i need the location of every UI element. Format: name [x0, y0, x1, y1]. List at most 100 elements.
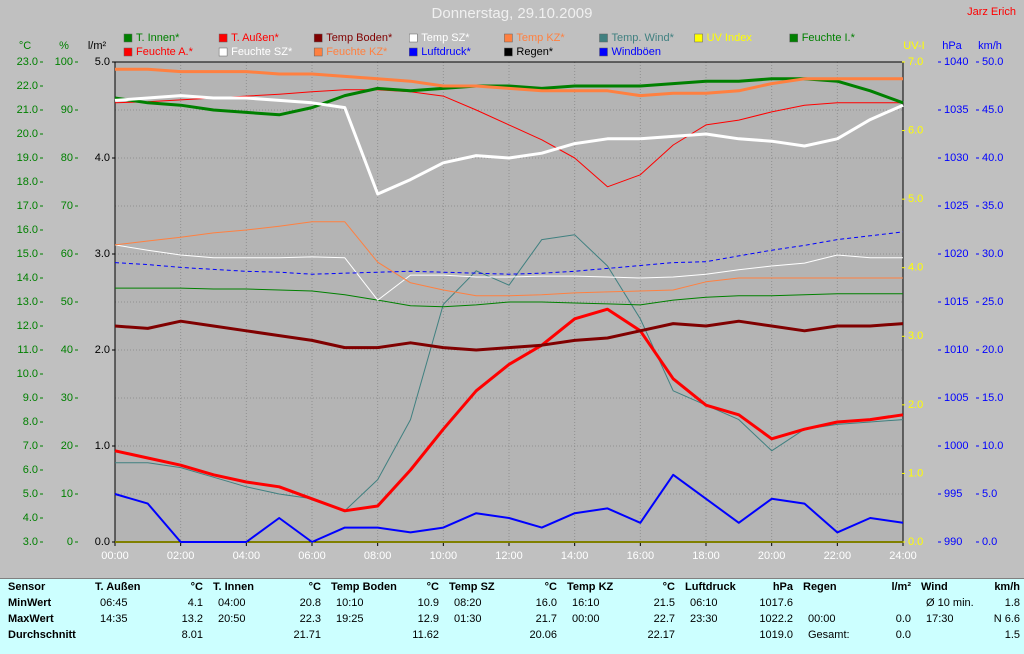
legend-swatch — [694, 33, 703, 43]
legend-label: UV Index — [707, 32, 753, 44]
y-tick-label: 45.0 — [982, 104, 1003, 116]
y-tick-label: 1015 — [944, 296, 968, 308]
series-line — [114, 319, 904, 352]
cell-time: 08:20 — [454, 597, 482, 609]
y-tick-label: 3.0 — [23, 536, 38, 548]
series-line — [114, 473, 904, 543]
y-tick-label: 4.0 — [23, 512, 38, 524]
y-tick-label: 10 — [61, 488, 73, 500]
cell-value: 10.9 — [417, 597, 439, 609]
column-header: Luftdruck — [685, 581, 736, 593]
legend-label: Temp KZ* — [516, 32, 565, 44]
column-unit: km/h — [994, 581, 1020, 593]
cell-value: 16.0 — [535, 597, 557, 609]
legend-swatch — [409, 33, 418, 43]
y-tick-label: 1025 — [944, 200, 968, 212]
legend-label: Temp Boden* — [326, 32, 393, 44]
legend-label: Temp SZ* — [421, 32, 470, 44]
y-tick-label: 995 — [944, 488, 962, 500]
x-tick-label: 04:00 — [233, 550, 261, 562]
column-header: T. Außen — [95, 581, 141, 593]
y-tick-label: 100 — [55, 56, 73, 68]
y-tick-label: 21.0 — [17, 104, 38, 116]
y-tick-label: 10.0 — [17, 368, 38, 380]
cell-time: 04:00 — [218, 597, 246, 609]
cell-time: 20:50 — [218, 613, 246, 625]
y-tick-label: 70 — [61, 200, 73, 212]
stats-table: Sensor MinWert MaxWert Durchschnitt T. Außen… — [0, 578, 1024, 654]
column-unit: l/m² — [891, 581, 911, 593]
cell-value: 22.17 — [647, 629, 675, 641]
y-tick-label: 4.0 — [908, 262, 923, 274]
y-tick-label: 1.0 — [908, 467, 923, 479]
y-tick-label: 6.0 — [23, 464, 38, 476]
x-tick-label: 22:00 — [824, 550, 852, 562]
y-tick-label: 6.0 — [908, 124, 923, 136]
cell-time: 10:10 — [336, 597, 364, 609]
y-tick-label: 90 — [61, 104, 73, 116]
series-line — [115, 67, 903, 98]
legend-swatch — [599, 47, 608, 57]
column-unit: °C — [426, 581, 439, 593]
column-unit: hPa — [772, 581, 793, 593]
row-label: Durchschnitt — [8, 629, 76, 641]
y-tick-label: 11.0 — [17, 344, 38, 356]
y-tick-label: 35.0 — [982, 200, 1003, 212]
axis-title: % — [59, 40, 69, 52]
cell-value: 1017.6 — [759, 597, 793, 609]
legend-label: Windböen — [612, 46, 662, 58]
y-tick-label: 2.0 — [95, 344, 110, 356]
cell-time: 06:45 — [100, 597, 128, 609]
y-tick-label: 15.0 — [17, 248, 38, 260]
legend-label: Feuchte KZ* — [326, 46, 388, 58]
y-tick-label: 0.0 — [982, 536, 997, 548]
x-tick-label: 08:00 — [364, 550, 392, 562]
cell-value: 22.3 — [299, 613, 321, 625]
cell-value: 20.06 — [529, 629, 557, 641]
y-tick-label: 1000 — [944, 440, 968, 452]
cell-value: 1019.0 — [759, 629, 793, 641]
x-tick-label: 16:00 — [627, 550, 655, 562]
y-tick-label: 0 — [67, 536, 73, 548]
cell-value: 21.5 — [653, 597, 675, 609]
series-line — [114, 221, 903, 297]
chart: Donnerstag, 29.10.2009 Jarz Erich 00:00 0… — [17, 5, 1016, 562]
axis-title: °C — [19, 40, 31, 52]
y-tick-label: 18.0 — [17, 176, 38, 188]
y-tick-label: 1040 — [944, 56, 968, 68]
cell-time: 23:30 — [690, 613, 718, 625]
y-tick-label: 1010 — [944, 344, 968, 356]
column-unit: °C — [662, 581, 675, 593]
row-label: MinWert — [8, 597, 52, 609]
cell-value: 22.7 — [653, 613, 675, 625]
legend-label: Luftdruck* — [421, 46, 471, 58]
series-line — [115, 287, 903, 308]
legend-swatch — [218, 47, 228, 57]
legend-swatch — [123, 47, 133, 57]
series-line — [114, 77, 904, 117]
column-unit: °C — [190, 581, 203, 593]
y-tick-label: 40 — [61, 344, 73, 356]
cell-time: 06:10 — [690, 597, 718, 609]
y-tick-label: 13.0 — [17, 296, 38, 308]
legend-label: T. Innen* — [136, 32, 180, 44]
y-tick-label: 1020 — [944, 248, 968, 260]
legend-swatch — [123, 33, 133, 43]
x-tick-label: 00:00 — [101, 550, 129, 562]
legend-swatch — [504, 33, 513, 43]
cell-time: Gesamt: — [808, 629, 850, 641]
x-tick-label: 18:00 — [692, 550, 720, 562]
y-tick-label: 19.0 — [17, 152, 38, 164]
axis-title: km/h — [978, 40, 1002, 52]
x-tick-label: 24:00 — [889, 550, 917, 562]
cell-time: 01:30 — [454, 613, 482, 625]
x-tick-label: 20:00 — [758, 550, 786, 562]
axis-title: UV-I — [903, 40, 924, 52]
row-label: Sensor — [8, 581, 46, 593]
y-tick-label: 10.0 — [982, 440, 1003, 452]
y-tick-label: 16.0 — [17, 224, 38, 236]
y-tick-label: 5.0 — [95, 56, 110, 68]
y-tick-label: 40.0 — [982, 152, 1003, 164]
y-tick-label: 0.0 — [95, 536, 110, 548]
y-tick-label: 23.0 — [17, 56, 38, 68]
